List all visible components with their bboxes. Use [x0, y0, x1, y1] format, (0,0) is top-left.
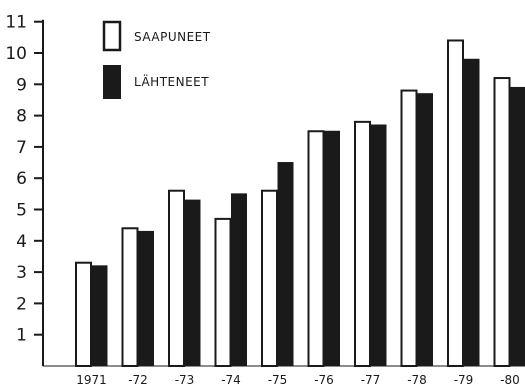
- y-axis: 1 2 3 4 5 6 7 8 9 10 11: [5, 13, 520, 367]
- x-tick-label: -77: [361, 373, 381, 387]
- x-tick-label: -76: [314, 373, 334, 387]
- y-tick-label: 10: [5, 44, 27, 64]
- bar-saapuneet-80: [493, 77, 511, 367]
- bar-lahteneet-79: [463, 58, 480, 367]
- y-tick-label: 8: [16, 107, 27, 127]
- x-tick-label: -75: [268, 373, 288, 387]
- x-tick-label: -73: [175, 373, 195, 387]
- bar-lahteneet-78: [417, 93, 433, 367]
- bar-lahteneet-80: [510, 86, 525, 367]
- y-tick-label: 5: [16, 201, 27, 221]
- legend-label-lahteneet: LÄHTENEET: [134, 74, 209, 89]
- bar-saapuneet-79: [447, 39, 464, 367]
- x-tick-label: -72: [128, 373, 148, 387]
- bar-lahteneet-76: [324, 130, 340, 367]
- y-tick-label: 1: [16, 326, 27, 346]
- x-tick-label: -74: [221, 373, 241, 387]
- legend-label-saapuneet: SAAPUNEET: [134, 30, 211, 44]
- bar-saapuneet-74: [214, 217, 232, 367]
- bar-saapuneet-1971: [75, 261, 92, 367]
- legend-swatch-saapuneet: [102, 20, 122, 52]
- y-tick-label: 6: [16, 169, 27, 189]
- bars: [75, 39, 525, 367]
- x-tick-labels: 1971 -72 -73 -74 -75 -76 -77 -78 -79 -80: [76, 373, 520, 387]
- bar-lahteneet-73: [184, 199, 201, 367]
- bar-saapuneet-78: [400, 89, 418, 367]
- x-tick-label: 1971: [76, 373, 107, 387]
- y-tick-label: 4: [16, 232, 27, 252]
- bar-lahteneet-74: [231, 193, 247, 367]
- bar-saapuneet-75: [261, 189, 278, 367]
- x-tick-label: -78: [407, 373, 427, 387]
- bar-saapuneet-76: [307, 130, 325, 367]
- x-tick-label: -79: [454, 373, 474, 387]
- bar-lahteneet-75: [277, 162, 294, 367]
- y-tick-label: 9: [16, 75, 27, 95]
- y-tick-label: 2: [16, 294, 27, 314]
- bar-saapuneet-77: [354, 120, 371, 367]
- legend-swatch-lahteneet: [103, 65, 121, 99]
- x-tick-label: -80: [500, 373, 520, 387]
- y-tick-label: 7: [16, 138, 27, 158]
- bar-lahteneet-1971: [91, 265, 108, 367]
- legend: SAAPUNEET LÄHTENEET: [102, 20, 211, 99]
- bar-saapuneet-72: [121, 227, 139, 367]
- bar-saapuneet-73: [168, 189, 185, 367]
- y-tick-label: 11: [5, 13, 27, 33]
- bar-lahteneet-77: [370, 124, 387, 367]
- y-tick-label: 3: [16, 263, 27, 283]
- bar-lahteneet-72: [138, 230, 154, 367]
